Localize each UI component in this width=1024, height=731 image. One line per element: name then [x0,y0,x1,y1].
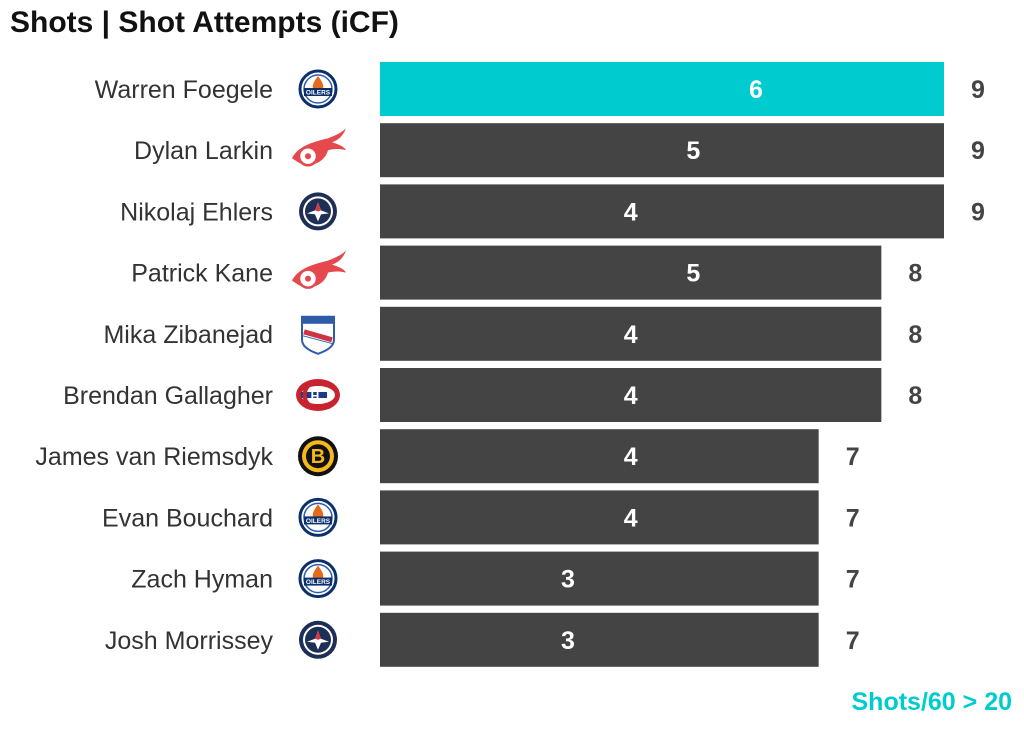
red-wings-logo-icon [290,126,348,167]
shot-attempts-value-label: 7 [846,566,860,594]
shot-attempts-value-label: 8 [908,382,922,410]
bar [380,551,819,606]
player-name-label: Mika Zibanejad [103,321,273,349]
bruins-logo-icon [298,436,338,477]
chart-title: Shots | Shot Attempts (iCF) [10,6,399,39]
shots-value-label: 3 [561,566,575,594]
shots-value-label: 4 [624,382,638,410]
shot-attempts-value-label: 7 [846,443,860,471]
shots-value-label: 5 [686,260,700,288]
shot-attempts-value-label: 9 [971,198,985,226]
player-name-label: Patrick Kane [131,260,273,288]
player-name-label: James van Riemsdyk [35,443,273,471]
player-name-label: Dylan Larkin [134,137,273,165]
shots-value-label: 4 [624,443,638,471]
bar [380,368,882,422]
canadiens-logo-icon [294,377,342,413]
player-name-label: Josh Morrissey [105,627,274,655]
rangers-logo-icon [302,317,334,354]
shot-attempts-value-label: 7 [846,504,860,532]
player-name-label: Nikolaj Ehlers [120,198,273,226]
shots-value-label: 5 [686,137,700,165]
jets-logo-icon [299,620,337,659]
shot-attempts-value-label: 9 [971,137,985,165]
red-wings-logo-icon [290,249,348,289]
bar [380,123,944,178]
filter-note: Shots/60 > 20 [851,688,1013,716]
shots-value-label: 4 [624,321,638,349]
shots-value-label: 6 [749,76,763,104]
bar [380,429,819,484]
shot-attempts-value-label: 8 [908,321,922,349]
shots-value-label: 4 [624,198,638,226]
oilers-logo-icon [298,497,338,537]
shot-attempts-value-label: 8 [908,260,922,288]
shot-attempts-value-label: 9 [971,76,985,104]
bar [380,490,819,545]
player-name-label: Evan Bouchard [102,504,273,532]
bar [380,612,819,667]
jets-logo-icon [299,192,337,231]
shot-attempts-value-label: 7 [846,627,860,655]
shots-value-label: 4 [624,504,638,532]
shots-value-label: 3 [561,627,575,655]
player-name-label: Warren Foegele [95,76,273,104]
player-name-label: Zach Hyman [131,566,273,594]
bar [380,62,944,116]
oilers-logo-icon [298,69,338,109]
bar [380,306,882,361]
oilers-logo-icon [298,559,338,599]
bar [380,184,944,239]
bar [380,245,882,300]
player-name-label: Brendan Gallagher [63,382,273,410]
